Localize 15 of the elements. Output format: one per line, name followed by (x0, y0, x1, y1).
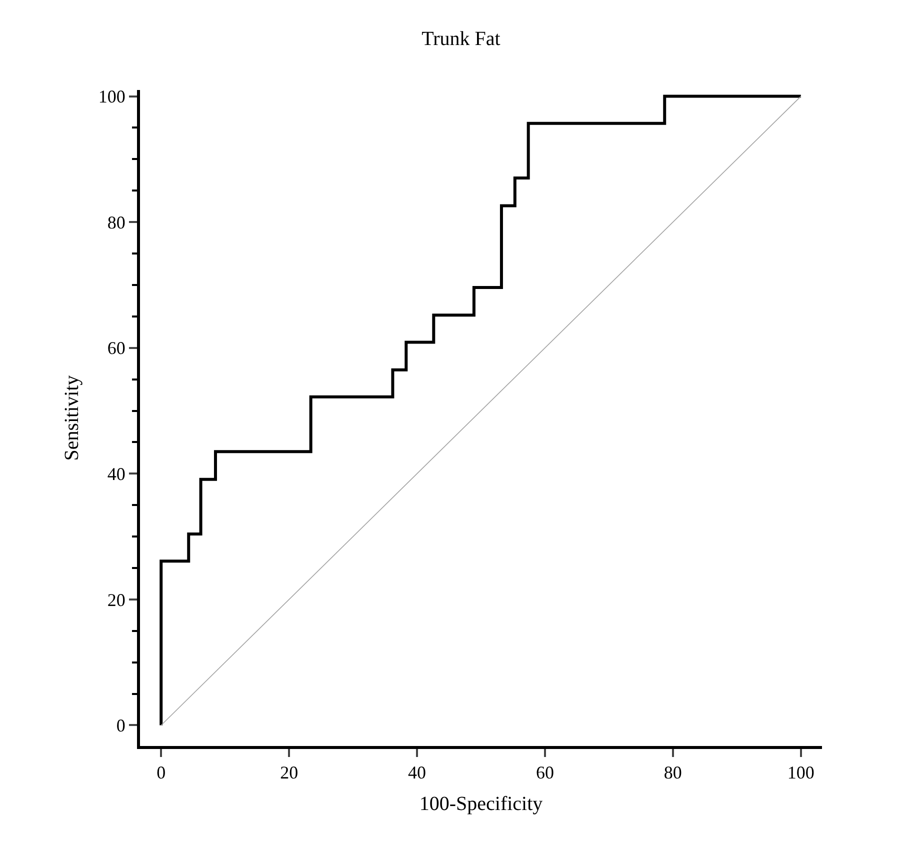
x-axis-title: 100-Specificity (419, 793, 543, 816)
x-tick-label: 60 (536, 762, 554, 783)
chart-title: Trunk Fat (422, 28, 501, 50)
x-tick-label: 20 (280, 762, 298, 783)
x-tick-label: 40 (408, 762, 426, 783)
y-tick-label: 60 (107, 338, 126, 358)
x-tick-label: 0 (156, 762, 166, 783)
x-tick-label: 80 (664, 762, 682, 783)
y-tick-label: 0 (116, 716, 126, 736)
y-tick-label: 20 (107, 590, 126, 610)
y-tick-label: 40 (107, 464, 126, 484)
y-axis-title: Sensitivity (60, 375, 83, 461)
y-tick-label: 100 (98, 86, 126, 107)
x-tick-label: 100 (787, 762, 814, 783)
y-tick-label: 80 (107, 212, 126, 232)
